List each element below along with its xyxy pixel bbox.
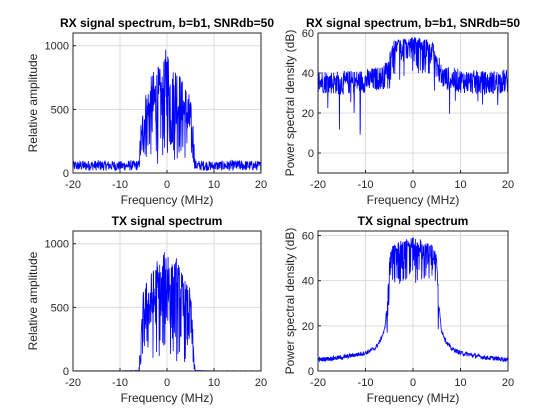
x-tick-label: 20	[255, 179, 267, 191]
signal-trace	[317, 37, 509, 135]
x-axis-label: Frequency (MHz)	[367, 391, 460, 405]
y-tick-label: 40	[302, 276, 314, 288]
x-axis-label: Frequency (MHz)	[367, 193, 460, 207]
x-axis-label: Frequency (MHz)	[121, 391, 214, 405]
x-tick-label: -10	[358, 377, 374, 389]
y-tick-label: 0	[63, 168, 69, 180]
y-tick-label: 1000	[45, 239, 69, 251]
chart-title: TX signal spectrum	[358, 214, 469, 228]
y-tick-label: 20	[302, 108, 314, 120]
chart-title: TX signal spectrum	[112, 214, 223, 228]
y-tick-label: 0	[308, 366, 314, 378]
x-tick-label: 20	[502, 377, 514, 389]
x-tick-label: 20	[255, 377, 267, 389]
x-tick-label: 20	[502, 179, 514, 191]
y-tick-label: 500	[51, 104, 69, 116]
x-tick-label: 0	[164, 179, 170, 191]
signal-trace	[317, 237, 509, 363]
y-tick-label: 500	[51, 302, 69, 314]
x-tick-label: 0	[410, 179, 416, 191]
panel-tx-psd: -20 -10 0 10 20 0 20 40 60 TX signal spectrum Freq…	[283, 214, 514, 405]
panel-rx-amplitude: -20 -10 0 10 20 0 500 1000 RX signal spectrum, b…	[26, 16, 274, 207]
x-tick-label: 10	[454, 179, 466, 191]
x-tick-label: 10	[454, 377, 466, 389]
x-tick-label: -10	[358, 179, 374, 191]
x-tick-label: 0	[164, 377, 170, 389]
chart-title: RX signal spectrum, b=b1, SNRdb=50	[306, 16, 520, 30]
y-axis-label: Power spectral density (dB)	[283, 228, 297, 375]
y-axis-label: Relative amplitude	[26, 251, 40, 350]
x-tick-label: -10	[112, 377, 128, 389]
x-axis-label: Frequency (MHz)	[121, 193, 214, 207]
y-tick-label: 1000	[45, 41, 69, 53]
y-tick-label: 40	[302, 68, 314, 80]
x-tick-label: 10	[208, 179, 220, 191]
x-tick-label: -20	[65, 179, 81, 191]
x-tick-label: 0	[410, 377, 416, 389]
y-axis-label: Relative amplitude	[26, 53, 40, 152]
y-tick-label: 0	[308, 148, 314, 160]
y-axis-label: Power spectral density (dB)	[283, 30, 297, 177]
x-tick-label: -20	[310, 179, 326, 191]
chart-title: RX signal spectrum, b=b1, SNRdb=50	[60, 16, 274, 30]
signal-trace	[72, 49, 262, 172]
y-tick-label: 60	[302, 231, 314, 243]
x-tick-label: -20	[310, 377, 326, 389]
y-tick-label: 0	[63, 366, 69, 378]
x-tick-label: -20	[65, 377, 81, 389]
y-tick-label: 20	[302, 321, 314, 333]
x-tick-label: 10	[208, 377, 220, 389]
y-tick-label: 60	[302, 28, 314, 40]
x-tick-label: -10	[112, 179, 128, 191]
panel-tx-amplitude: -20 -10 0 10 20 0 500 1000 TX signal spectrum Fre…	[26, 214, 267, 405]
